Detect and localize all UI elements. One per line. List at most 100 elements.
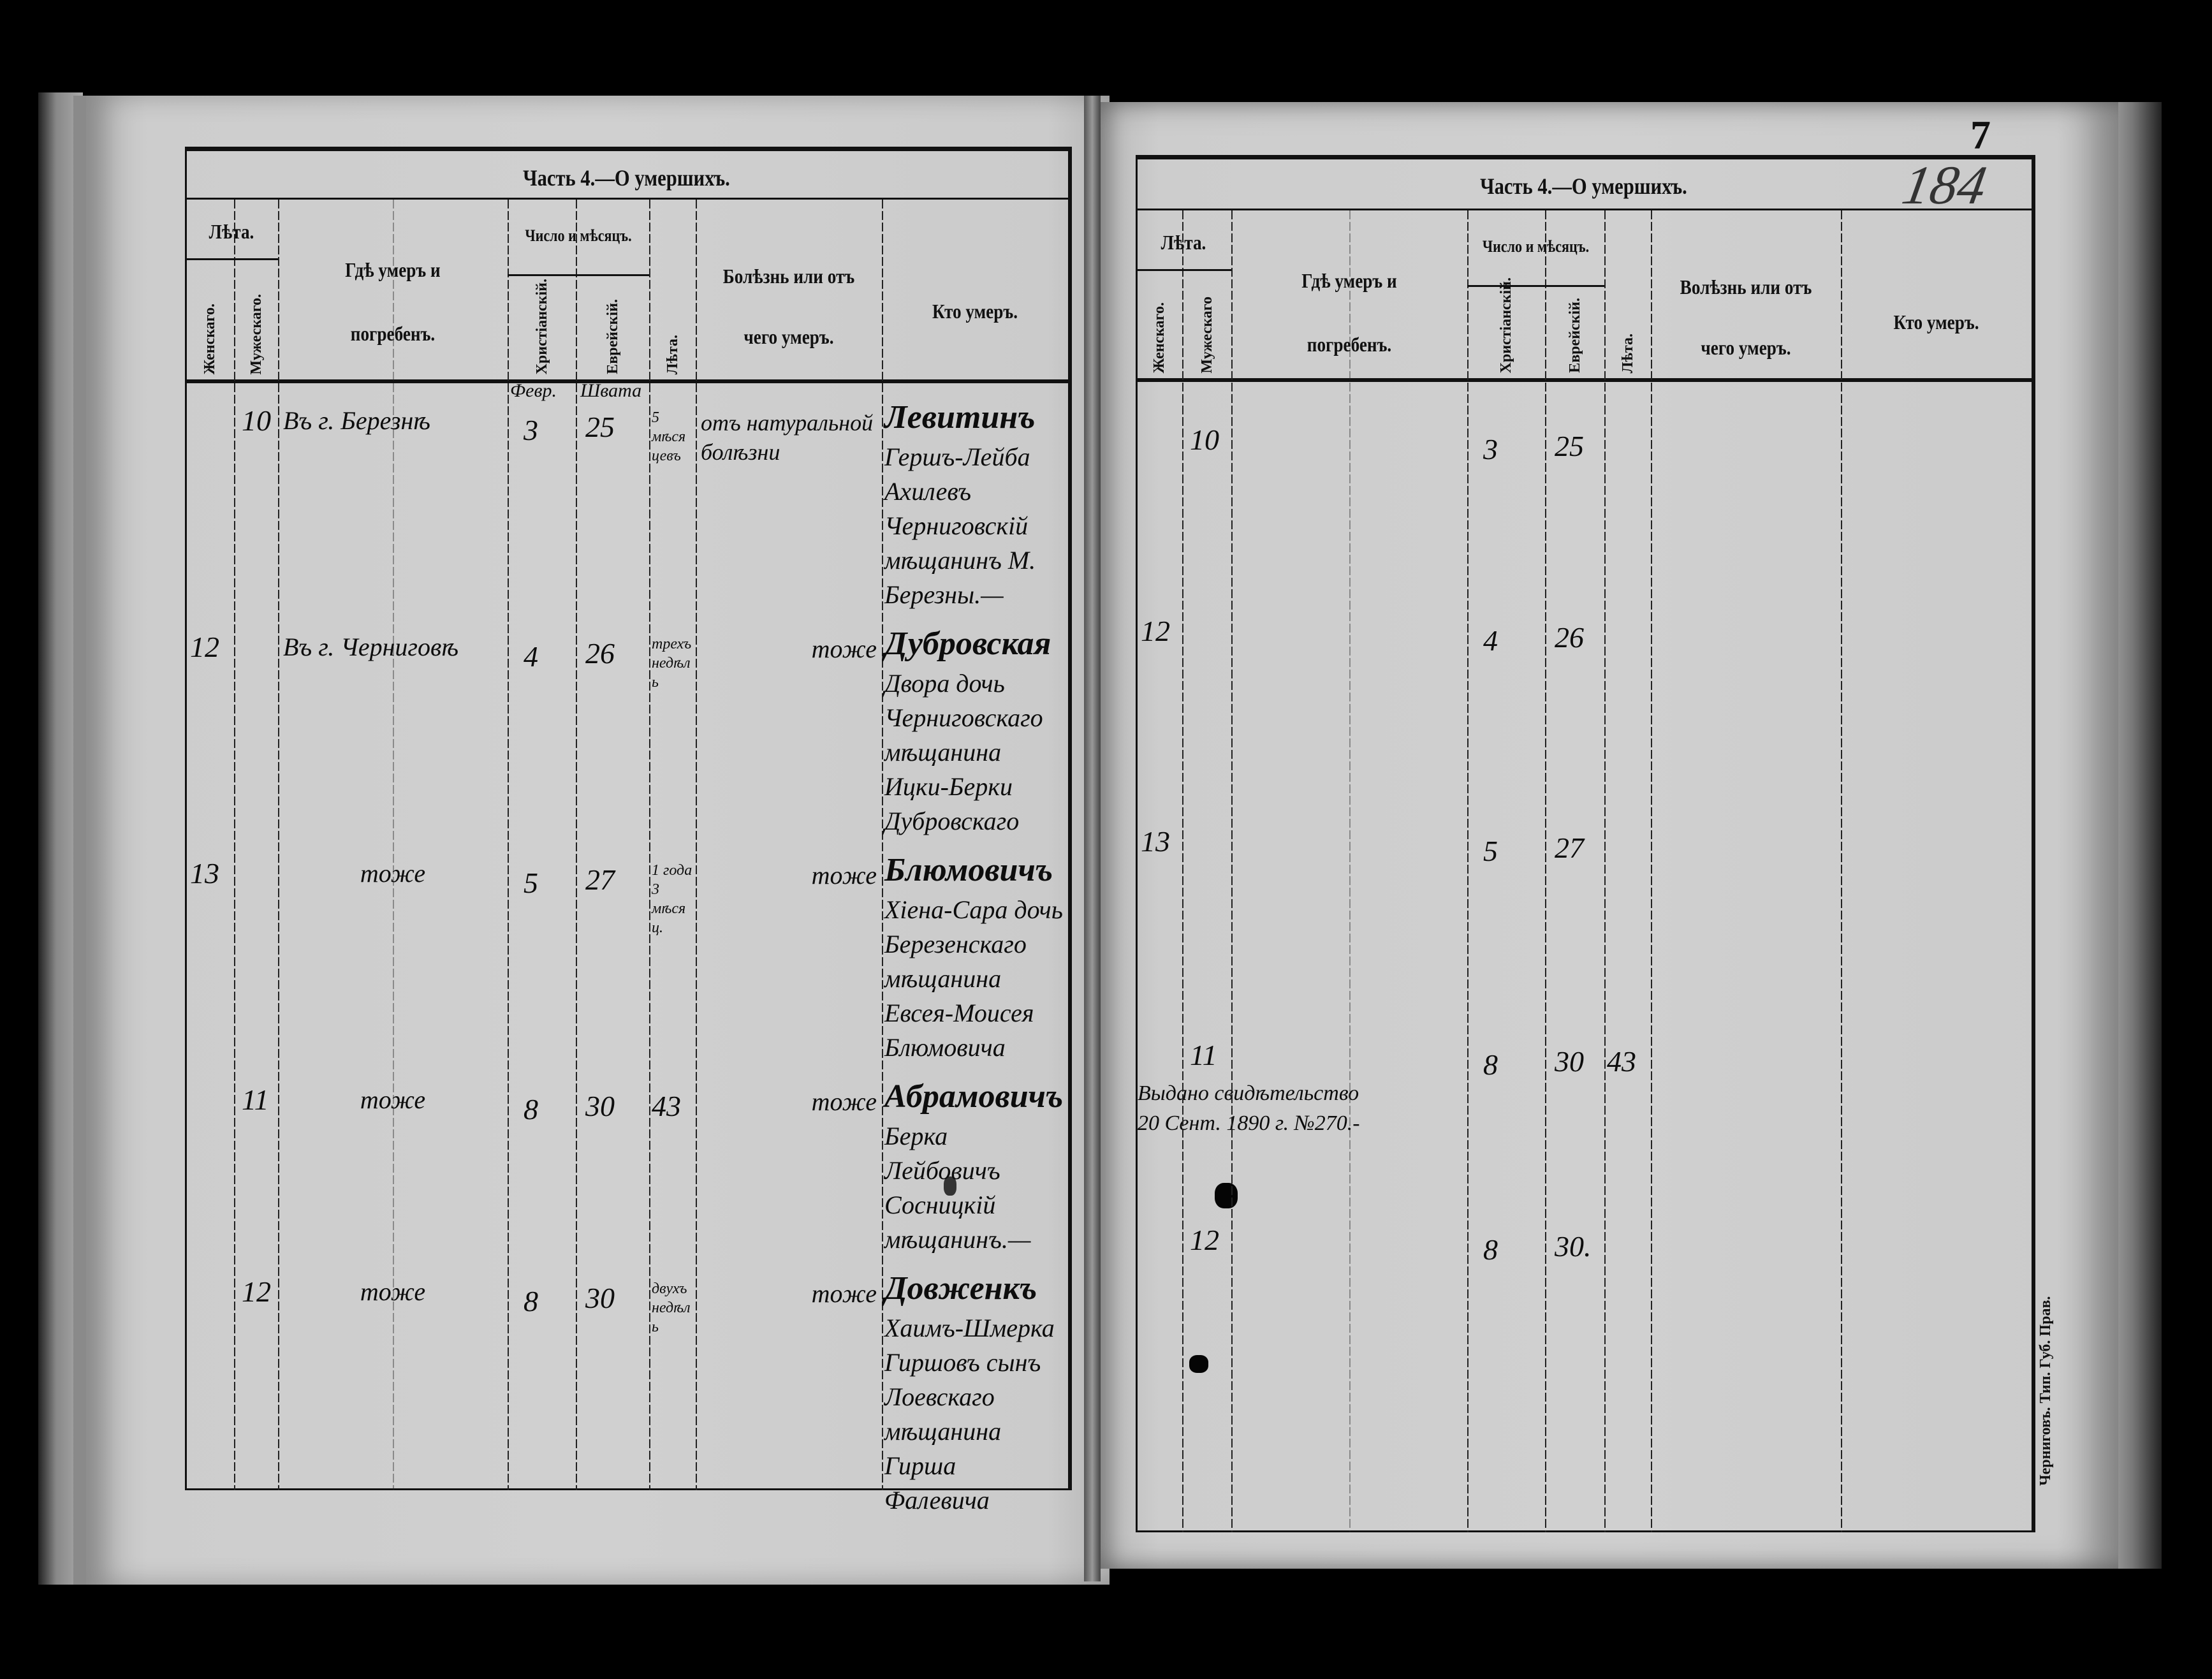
left-male-number: 12 [242, 1275, 271, 1308]
left-jewish-day: 30 [585, 1282, 615, 1314]
left-deceased-details: Берка Лейбовичъ Сосницкій мѣщанинъ.— [884, 1122, 1031, 1254]
right-years-group-label: Лѣта. [1161, 231, 1206, 254]
right-column-divider [1651, 210, 1652, 1532]
left-section-title: Часть 4.—О умершихъ. [523, 165, 730, 191]
left-deceased-surname: Блюмовичъ [884, 852, 1053, 888]
right-jewish-date-label: Еврейскій. [1566, 298, 1583, 373]
left-column-divider [576, 200, 577, 1490]
left-jewish-day: 25 [585, 411, 615, 443]
right-christian-day: 3 [1483, 433, 1498, 466]
right-male-number: 12 [1190, 1224, 1219, 1256]
left-column-divider [234, 200, 235, 1490]
left-who-label: Кто умеръ. [932, 300, 1018, 323]
left-page [73, 96, 1110, 1585]
right-column-guide [1349, 210, 1351, 1532]
left-jewish-day: 27 [585, 863, 615, 896]
right-female-number: 13 [1141, 825, 1170, 858]
right-column-divider [1841, 210, 1842, 1532]
left-death-place: тоже [360, 1085, 426, 1114]
right-jewish-day: 30. [1555, 1230, 1592, 1263]
left-table-top-rule [185, 147, 1068, 151]
right-date-subrule [1467, 285, 1604, 287]
left-deceased-surname: Дубровская [884, 626, 1051, 662]
left-death-place: тоже [360, 859, 426, 888]
left-cause-of-death: отъ натуральной болѣзни [701, 410, 874, 465]
left-jewish-day: 26 [585, 637, 615, 670]
left-deceased-surname: Левитинъ [884, 399, 1036, 436]
left-table-left-border [185, 147, 187, 1488]
right-table-bottom-rule [1136, 1530, 2032, 1532]
left-column-divider [882, 200, 883, 1490]
right-male-number: 11 [1190, 1039, 1217, 1071]
right-christian-day: 8 [1483, 1233, 1498, 1266]
right-female-label: Женскаго. [1150, 302, 1168, 373]
left-table-right-border [1068, 147, 1072, 1490]
right-table-left-border [1136, 155, 1138, 1530]
right-age-label: Лѣта. [1619, 333, 1636, 373]
left-column-divider [696, 200, 697, 1490]
left-death-place: Въ г. Черниговѣ [283, 633, 459, 661]
right-column-divider [1604, 210, 1606, 1532]
right-years-subrule [1136, 269, 1231, 271]
left-female-number: 12 [190, 631, 219, 663]
ink-blot [1189, 1355, 1208, 1373]
left-cause-of-death: тоже [811, 1279, 877, 1308]
left-cause-label-1: Болѣзнь или отъ [722, 265, 855, 288]
left-deceased-surname: Довженкъ [884, 1270, 1037, 1307]
right-table-right-border [2032, 155, 2035, 1532]
ink-blot [944, 1177, 956, 1196]
right-where-label-2: погребенъ. [1307, 333, 1392, 356]
left-age: трехъ недѣль [652, 636, 692, 691]
left-age: двухъ недѣль [652, 1280, 691, 1335]
right-title-rule [1136, 209, 2032, 210]
left-female-number: 13 [190, 857, 219, 890]
right-male-number: 10 [1190, 423, 1219, 456]
right-section-title: Часть 4.—О умершихъ. [1480, 173, 1687, 199]
right-female-number: 12 [1141, 615, 1170, 647]
left-date-group-label: Число и мѣсяцъ. [525, 226, 632, 245]
left-title-rule [185, 198, 1068, 200]
sheet-number: 7 [1970, 112, 1991, 158]
left-christian-day: 3 [524, 414, 538, 446]
left-death-place: тоже [360, 1277, 426, 1306]
right-cause-label-2: чего умеръ. [1701, 336, 1791, 359]
left-christian-date-label: Христіанскій. [533, 278, 550, 374]
left-jewish-date-label: Еврейскій. [604, 299, 621, 374]
left-date-subrule [508, 274, 649, 276]
right-column-divider [1231, 210, 1233, 1532]
certificate-note-line1: Выдано свидѣтельство [1138, 1081, 1359, 1105]
left-christian-day: 8 [524, 1285, 538, 1317]
left-table-bottom-rule [185, 1488, 1068, 1490]
right-table-top-rule [1136, 155, 2032, 159]
left-cause-of-death: тоже [811, 634, 877, 663]
left-month-jewish: Швата [580, 380, 642, 401]
left-deceased-details: Гершъ-Лейба Ахилевъ Черниговскій мѣщанин… [884, 443, 1036, 609]
left-cause-of-death: тоже [811, 861, 877, 890]
right-table-row [1136, 1036, 2032, 1037]
left-column-divider [649, 200, 650, 1490]
ink-blot [1215, 1183, 1238, 1208]
right-jewish-day: 27 [1555, 832, 1584, 864]
left-christian-day: 8 [524, 1093, 538, 1125]
right-jewish-day: 26 [1555, 621, 1584, 654]
left-age: 1 года 3 мѣсяц. [652, 862, 692, 936]
right-header-rule [1136, 378, 2032, 382]
left-month-christian: Февр. [510, 380, 557, 401]
right-jewish-day: 30 [1555, 1045, 1584, 1078]
right-page [1098, 102, 2118, 1569]
certificate-note-line2: 20 Сент. 1890 г. №270.- [1138, 1111, 1360, 1135]
left-jewish-day: 30 [585, 1090, 615, 1122]
right-cause-label-1: Волѣзнь или отъ [1680, 275, 1812, 298]
left-christian-day: 4 [524, 640, 538, 673]
left-christian-day: 5 [524, 867, 538, 899]
left-female-label: Женскаго. [201, 303, 218, 374]
right-jewish-day: 25 [1555, 430, 1584, 462]
left-cause-label-2: чего умеръ. [743, 325, 834, 348]
left-years-group-label: Лѣта. [209, 220, 254, 243]
left-where-label-1: Гдѣ умеръ и [345, 258, 441, 281]
left-male-number: 11 [242, 1083, 269, 1116]
left-age-label: Лѣта. [664, 334, 681, 374]
right-column-divider [1182, 210, 1183, 1532]
left-age: 43 [652, 1090, 681, 1122]
left-age: 5 мѣсяцевъ [652, 409, 686, 464]
